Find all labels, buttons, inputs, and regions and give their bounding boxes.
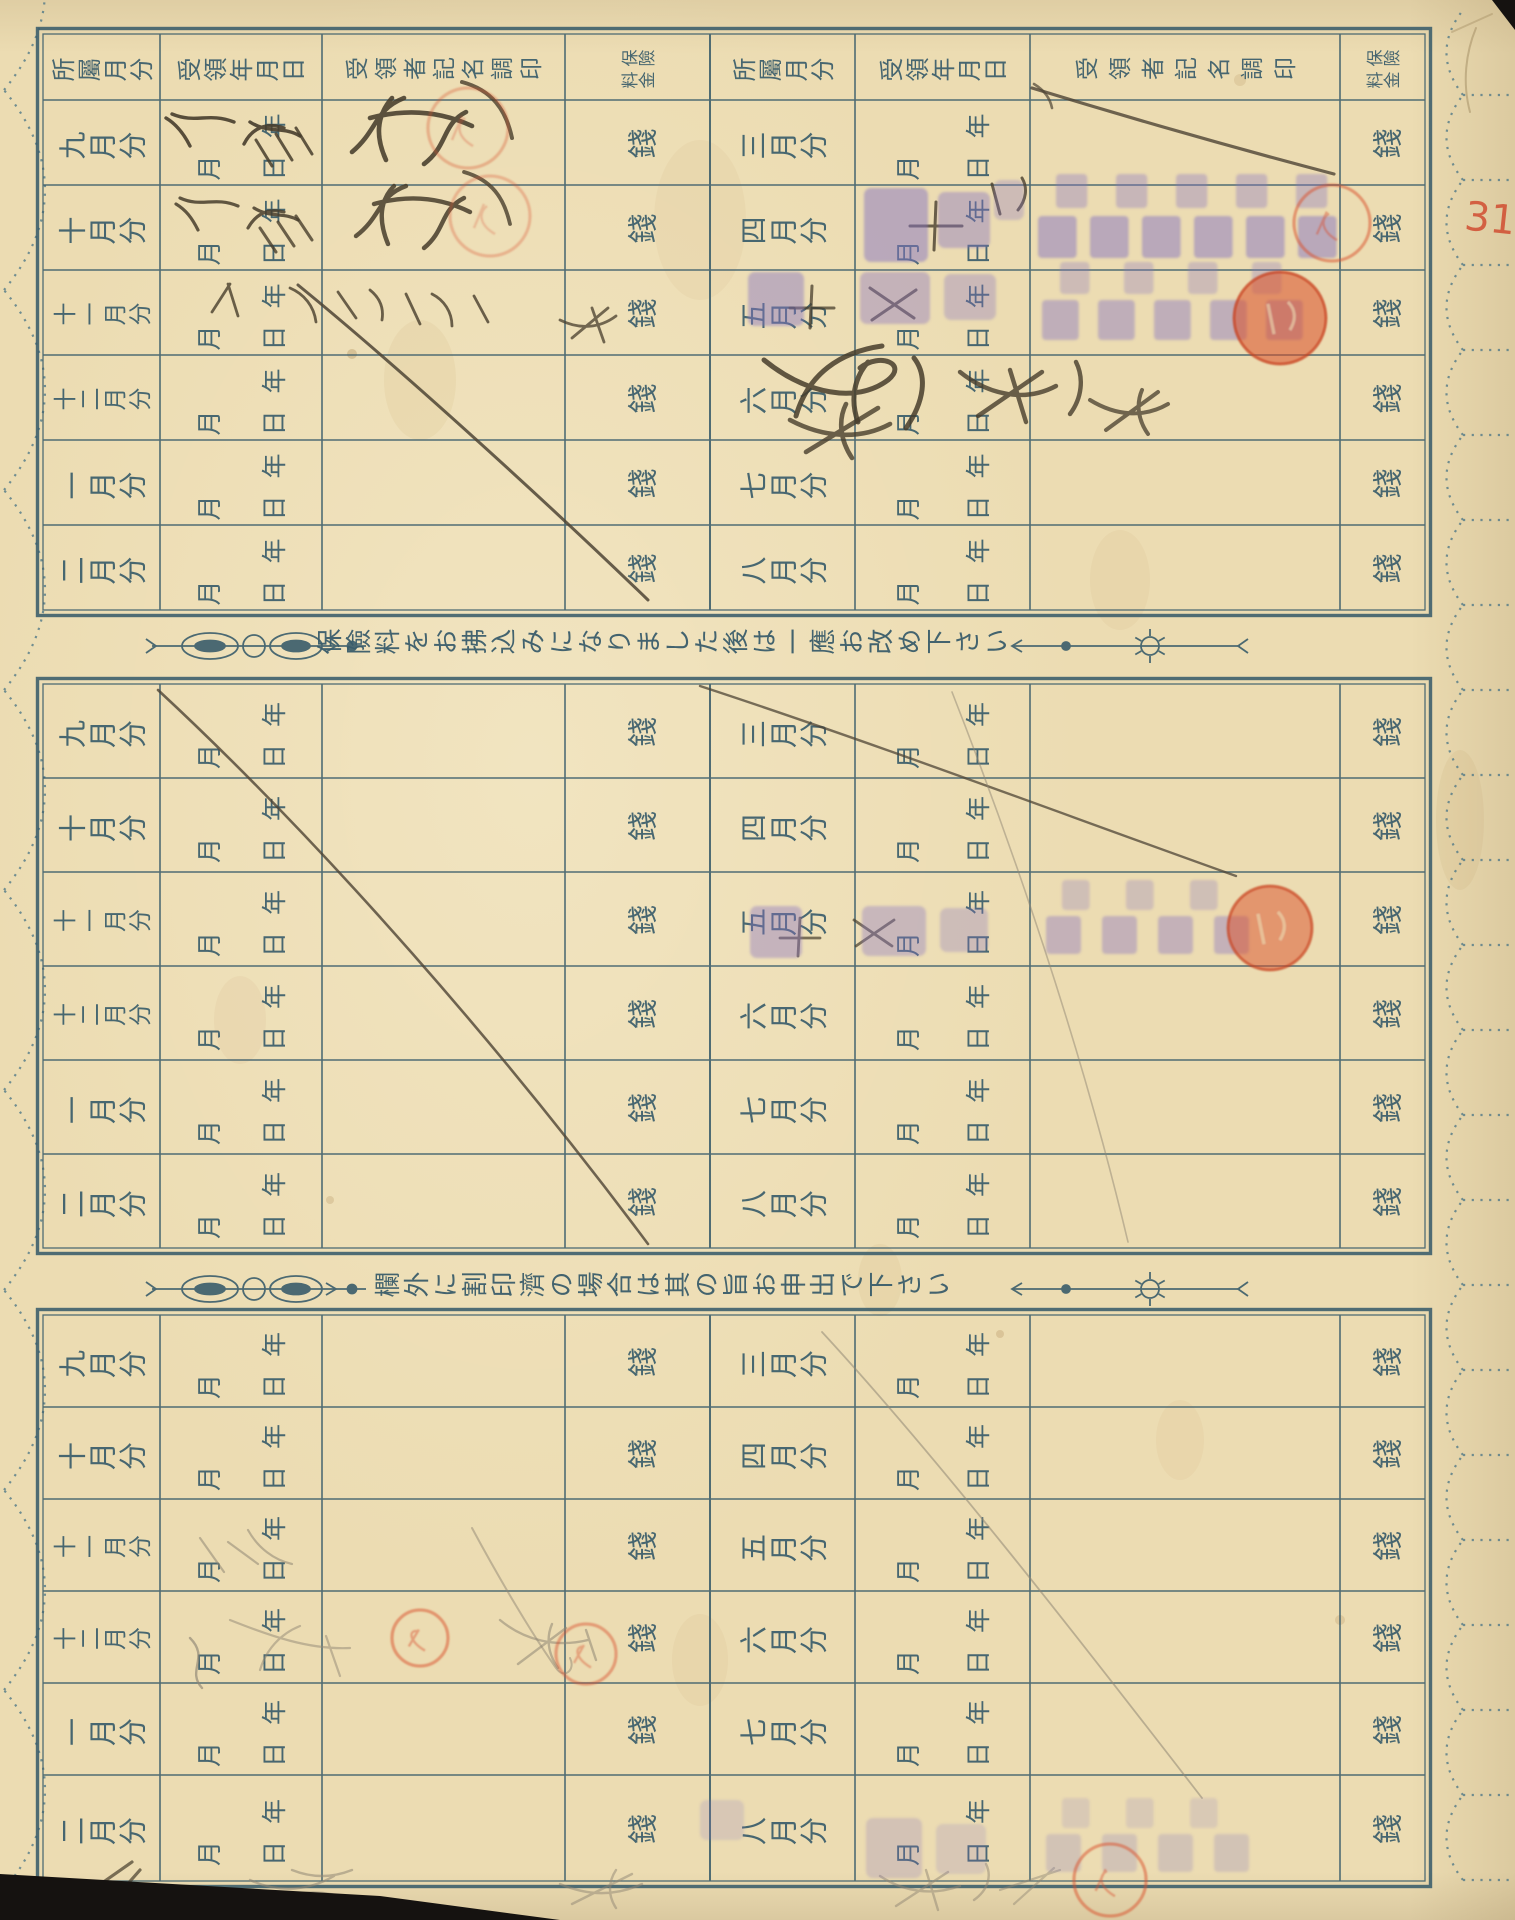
block-2-grid [35,676,1433,1256]
divider-ornament [145,1272,1249,1306]
cancellation-lines [156,82,1336,1246]
purple-date-stamps [700,174,1337,1878]
crease-marks [1451,13,1493,113]
margin-note-red: 31 [1462,193,1515,244]
block-1-grid [35,26,1433,618]
pencil-marks [188,691,1203,1912]
red-seals [390,86,1372,1918]
handwriting-ink [90,80,1170,1908]
divider-ornament [145,629,1249,663]
perforation-scallops [3,0,1510,1891]
block-3-grid [35,1307,1433,1889]
age-spots [214,74,1484,1706]
